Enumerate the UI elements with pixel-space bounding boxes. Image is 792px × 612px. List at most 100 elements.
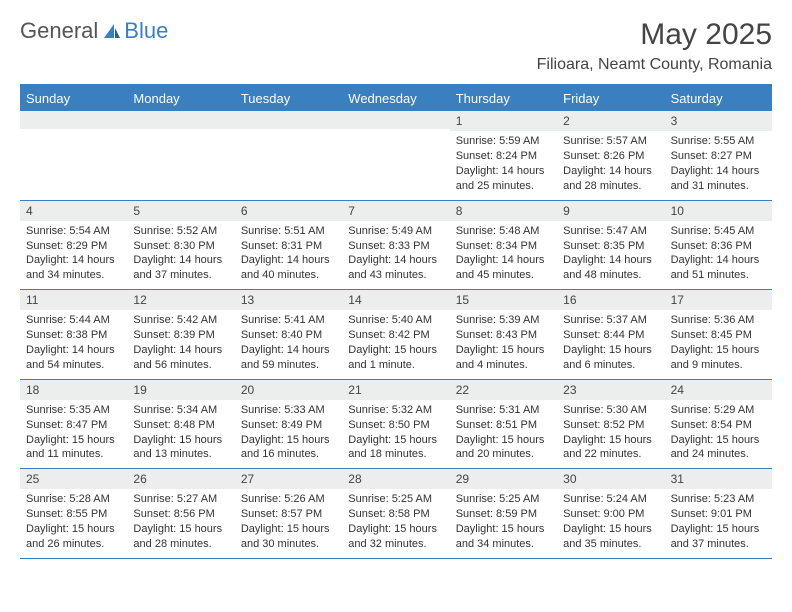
day-number: 14 [342,290,449,310]
daylight-text: Daylight: 15 hours and 16 minutes. [241,433,336,463]
day-number: 18 [20,380,127,400]
daylight-text: Daylight: 15 hours and 4 minutes. [456,343,551,373]
daylight-text: Daylight: 15 hours and 9 minutes. [671,343,766,373]
empty-cell [342,111,449,200]
sunrise-text: Sunrise: 5:23 AM [671,492,766,507]
daylight-text: Daylight: 14 hours and 25 minutes. [456,164,551,194]
day-number: 17 [665,290,772,310]
daylight-text: Daylight: 14 hours and 34 minutes. [26,253,121,283]
empty-cell [235,111,342,200]
sunset-text: Sunset: 8:44 PM [563,328,658,343]
daylight-text: Daylight: 15 hours and 13 minutes. [133,433,228,463]
day-cell: 20Sunrise: 5:33 AMSunset: 8:49 PMDayligh… [235,380,342,469]
daylight-text: Daylight: 15 hours and 30 minutes. [241,522,336,552]
sunrise-text: Sunrise: 5:34 AM [133,403,228,418]
sunset-text: Sunset: 8:35 PM [563,239,658,254]
sunset-text: Sunset: 8:48 PM [133,418,228,433]
day-cell: 4Sunrise: 5:54 AMSunset: 8:29 PMDaylight… [20,201,127,290]
day-number: 6 [235,201,342,221]
empty-cell [127,111,234,200]
day-number: 2 [557,111,664,131]
daylight-text: Daylight: 15 hours and 24 minutes. [671,433,766,463]
sunset-text: Sunset: 8:55 PM [26,507,121,522]
day-number: 9 [557,201,664,221]
sunrise-text: Sunrise: 5:30 AM [563,403,658,418]
day-cell: 9Sunrise: 5:47 AMSunset: 8:35 PMDaylight… [557,201,664,290]
day-number: 13 [235,290,342,310]
day-number: 26 [127,469,234,489]
sunrise-text: Sunrise: 5:31 AM [456,403,551,418]
day-number [20,111,127,129]
sunset-text: Sunset: 8:34 PM [456,239,551,254]
daylight-text: Daylight: 15 hours and 20 minutes. [456,433,551,463]
day-number [342,111,449,129]
sunset-text: Sunset: 9:00 PM [563,507,658,522]
month-title: May 2025 [537,18,772,52]
day-cell: 16Sunrise: 5:37 AMSunset: 8:44 PMDayligh… [557,290,664,379]
sunset-text: Sunset: 8:33 PM [348,239,443,254]
daylight-text: Daylight: 14 hours and 54 minutes. [26,343,121,373]
location: Filioara, Neamt County, Romania [537,56,772,74]
day-number: 5 [127,201,234,221]
day-cell: 17Sunrise: 5:36 AMSunset: 8:45 PMDayligh… [665,290,772,379]
sunrise-text: Sunrise: 5:29 AM [671,403,766,418]
sunset-text: Sunset: 8:31 PM [241,239,336,254]
daylight-text: Daylight: 15 hours and 1 minute. [348,343,443,373]
sunrise-text: Sunrise: 5:44 AM [26,313,121,328]
sunrise-text: Sunrise: 5:47 AM [563,224,658,239]
sunset-text: Sunset: 8:42 PM [348,328,443,343]
day-number: 16 [557,290,664,310]
daylight-text: Daylight: 15 hours and 6 minutes. [563,343,658,373]
day-cell: 5Sunrise: 5:52 AMSunset: 8:30 PMDaylight… [127,201,234,290]
day-header-thursday: Thursday [450,86,557,111]
sunset-text: Sunset: 8:27 PM [671,149,766,164]
day-cell: 19Sunrise: 5:34 AMSunset: 8:48 PMDayligh… [127,380,234,469]
day-cell: 29Sunrise: 5:25 AMSunset: 8:59 PMDayligh… [450,469,557,558]
daylight-text: Daylight: 14 hours and 40 minutes. [241,253,336,283]
sunrise-text: Sunrise: 5:35 AM [26,403,121,418]
day-number: 20 [235,380,342,400]
sunrise-text: Sunrise: 5:24 AM [563,492,658,507]
sunrise-text: Sunrise: 5:51 AM [241,224,336,239]
week-row: 18 Sunrise: 5:35 AMSunset: 8:47 PM Dayligh… [20,380,772,470]
logo-text-2: Blue [124,18,168,44]
day-number: 11 [20,290,127,310]
sunset-text: Sunset: 8:52 PM [563,418,658,433]
day-header-wednesday: Wednesday [342,86,449,111]
sunrise-text: Sunrise: 5:40 AM [348,313,443,328]
sunset-text: Sunset: 8:56 PM [133,507,228,522]
day-cell: 21Sunrise: 5:32 AMSunset: 8:50 PMDayligh… [342,380,449,469]
day-number: 24 [665,380,772,400]
week-row: 4Sunrise: 5:54 AMSunset: 8:29 PMDaylight… [20,201,772,291]
day-cell: 3Sunrise: 5:55 AMSunset: 8:27 PMDaylight… [665,111,772,200]
day-number: 1 [450,111,557,131]
day-cell: 22 Sunrise: 5:31 AMSunset: 8:51 PMDayligh… [450,380,557,469]
daylight-text: Daylight: 14 hours and 51 minutes. [671,253,766,283]
day-number: 15 [450,290,557,310]
sunset-text: Sunset: 8:49 PM [241,418,336,433]
week-row: 1Sunrise: 5:59 AMSunset: 8:24 PMDaylight… [20,111,772,201]
daylight-text: Daylight: 14 hours and 56 minutes. [133,343,228,373]
header: General Blue May 2025 Filioara, Neamt Co… [20,18,772,74]
logo-sail-icon [102,22,122,40]
day-cell: 15Sunrise: 5:39 AMSunset: 8:43 PMDayligh… [450,290,557,379]
day-number: 31 [665,469,772,489]
day-header-friday: Friday [557,86,664,111]
sunrise-text: Sunrise: 5:28 AM [26,492,121,507]
sunset-text: Sunset: 8:51 PM [456,418,551,433]
day-number: 22 [450,380,557,400]
day-cell: 13Sunrise: 5:41 AMSunset: 8:40 PMDayligh… [235,290,342,379]
day-number: 21 [342,380,449,400]
daylight-text: Daylight: 14 hours and 43 minutes. [348,253,443,283]
sunrise-text: Sunrise: 5:36 AM [671,313,766,328]
sunset-text: Sunset: 8:30 PM [133,239,228,254]
day-number: 8 [450,201,557,221]
sunset-text: Sunset: 8:57 PM [241,507,336,522]
sunset-text: Sunset: 8:47 PM [26,418,121,433]
day-cell: 23Sunrise: 5:30 AMSunset: 8:52 PMDayligh… [557,380,664,469]
day-cell: 2Sunrise: 5:57 AMSunset: 8:26 PMDaylight… [557,111,664,200]
day-header-saturday: Saturday [665,86,772,111]
sunrise-text: Sunrise: 5:25 AM [456,492,551,507]
sunset-text: Sunset: 8:43 PM [456,328,551,343]
day-cell: 12Sunrise: 5:42 AMSunset: 8:39 PMDayligh… [127,290,234,379]
